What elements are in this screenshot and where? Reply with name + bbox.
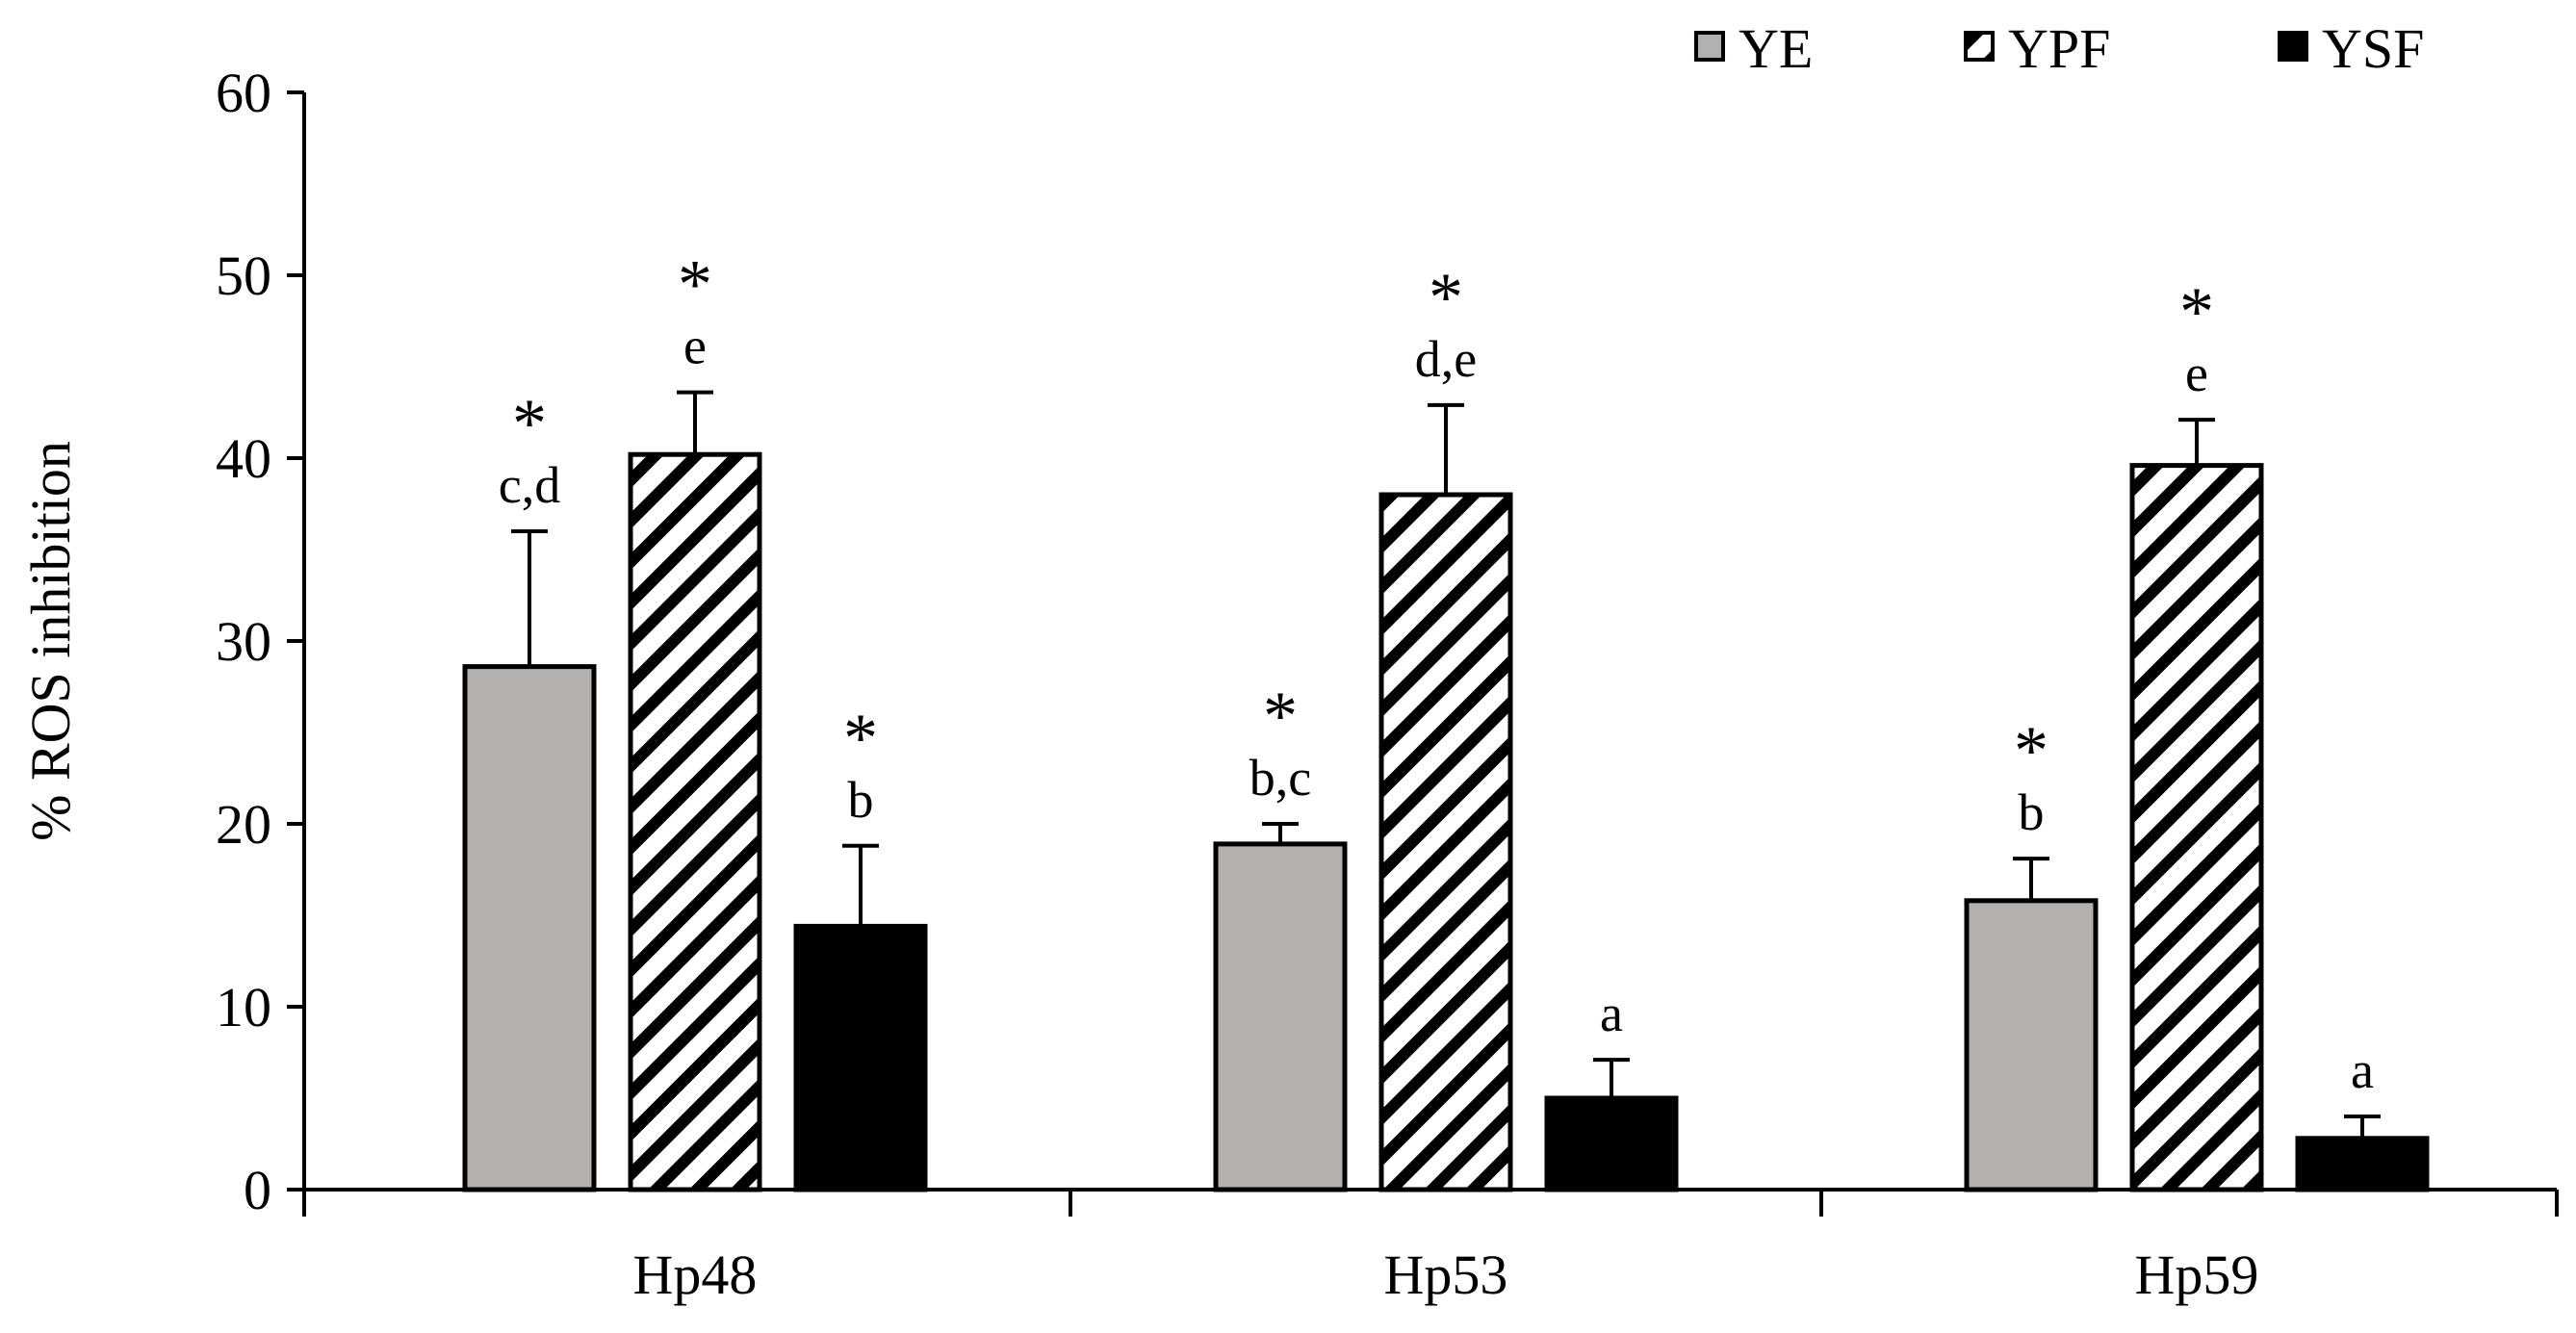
y-tick-label: 40 [216, 427, 271, 490]
significance-letter: c,d [499, 456, 560, 514]
significance-star: * [1263, 678, 1298, 755]
y-tick-label: 60 [216, 62, 271, 124]
legend: YE YPF YSF [1694, 17, 2424, 80]
significance-letter: a [2351, 1041, 2374, 1099]
y-tick-label: 50 [216, 244, 271, 307]
y-tick-label: 0 [244, 1159, 271, 1221]
significance-letter: b,c [1249, 749, 1311, 807]
bar-ypf-hp53 [1378, 492, 1513, 1192]
bars [462, 390, 2430, 1192]
legend-swatch-ypf [1964, 31, 1995, 62]
category-label: Hp53 [1384, 1243, 1508, 1306]
significance-letter: e [683, 318, 707, 375]
legend-swatch-ysf [2278, 31, 2308, 62]
significance-star: * [2014, 712, 2048, 789]
significance-star: * [678, 246, 712, 323]
category-label: Hp59 [2135, 1243, 2259, 1306]
y-tick-label: 10 [216, 976, 271, 1038]
significance-star: * [2179, 273, 2214, 350]
significance-star: * [512, 385, 547, 462]
bar-ysf-hp59 [2295, 1136, 2430, 1192]
bar-ysf-hp53 [1544, 1095, 1679, 1192]
bar-ye-hp59 [1964, 898, 2099, 1192]
significance-star: * [843, 700, 878, 777]
bar-ypf-hp48 [628, 451, 762, 1192]
bar-ypf-hp59 [2129, 463, 2264, 1192]
bar-ysf-hp48 [793, 923, 928, 1192]
significance-letter: b [848, 771, 874, 829]
y-axis-title: % ROS inhibition [19, 441, 82, 841]
legend-label-ye: YE [1739, 17, 1813, 80]
significance-letter: d,e [1415, 330, 1477, 388]
legend-label-ysf: YSF [2322, 17, 2424, 80]
annotations: c,d*e*b*b,c*d,e*ab*e*a [499, 246, 2374, 1099]
significance-letter: a [1600, 985, 1623, 1042]
category-label: Hp48 [633, 1243, 758, 1306]
y-tick-label: 30 [216, 610, 271, 673]
legend-swatch-ye [1694, 31, 1725, 62]
bar-ye-hp53 [1213, 841, 1348, 1192]
significance-star: * [1429, 259, 1463, 336]
legend-label-ypf: YPF [2008, 17, 2110, 80]
significance-letter: e [2185, 345, 2208, 402]
significance-letter: b [2019, 783, 2045, 841]
axes: 0 10 20 30 40 50 60 Hp48 Hp53 Hp59 % ROS inhibitio… [19, 62, 2559, 1306]
y-tick-label: 20 [216, 793, 271, 856]
bar-ye-hp48 [462, 664, 597, 1192]
